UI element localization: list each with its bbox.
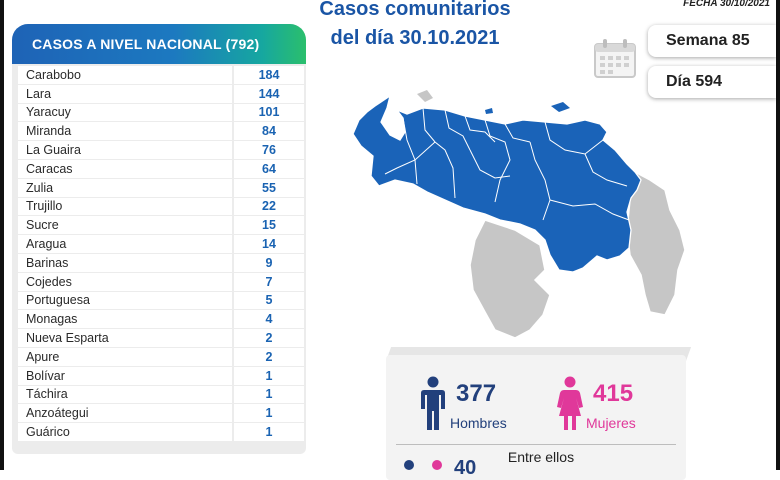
map-amazonas-region (469, 219, 551, 339)
state-cases: 4 (232, 310, 304, 329)
state-row: Zulia 55 (18, 178, 304, 197)
state-row: Apure 2 (18, 347, 304, 366)
state-row: Sucre 15 (18, 216, 304, 235)
title-line-1: Casos comunitarios (319, 0, 511, 20)
state-cases: 1 (232, 385, 304, 404)
state-cases: 22 (232, 197, 304, 216)
state-row: Barinas 9 (18, 253, 304, 272)
state-cases: 14 (232, 235, 304, 253)
state-cases: 2 (232, 347, 304, 366)
state-row: Guárico 1 (18, 423, 304, 441)
venezuela-map (352, 90, 686, 339)
state-row: Portuguesa 5 (18, 291, 304, 310)
week-label: Semana 85 (666, 32, 750, 49)
state-name: Miranda (26, 124, 72, 139)
state-name: Táchira (26, 387, 68, 402)
map-blue-territory (352, 94, 642, 273)
state-cases: 1 (232, 404, 304, 423)
state-cases: 144 (232, 84, 304, 103)
map-bolivar-region (626, 170, 686, 316)
state-cases: 55 (232, 178, 304, 197)
map-small-island (485, 108, 493, 114)
men-count: 377 (456, 380, 497, 407)
state-cases: 7 (232, 272, 304, 291)
state-name: Trujillo (26, 199, 63, 214)
state-row: Nueva Esparta 2 (18, 329, 304, 347)
state-row: Cojedes 7 (18, 272, 304, 291)
gender-divider (396, 444, 676, 445)
date-label: FECHA 30/10/2021 (683, 0, 770, 9)
state-name: Bolívar (26, 368, 65, 383)
state-cases: 184 (232, 66, 304, 84)
right-edge-bar (776, 0, 780, 470)
state-row: Lara 144 (18, 84, 304, 103)
map-margarita-island (551, 102, 570, 112)
state-name: Guárico (26, 425, 70, 440)
calendar-icon (594, 39, 636, 78)
state-cases: 1 (232, 423, 304, 441)
men-label: Hombres (450, 415, 507, 431)
state-cases: 76 (232, 141, 304, 159)
state-name: Lara (26, 86, 52, 101)
state-row: Aragua 14 (18, 235, 304, 253)
state-row: Carabobo 184 (18, 66, 304, 84)
man-icon (421, 376, 445, 430)
state-cases: 84 (232, 122, 304, 141)
state-cases: 15 (232, 216, 304, 235)
among-count: 40 (454, 457, 477, 479)
state-name: Barinas (26, 255, 69, 270)
state-name: Caracas (26, 161, 73, 176)
state-row: Monagas 4 (18, 310, 304, 329)
state-row: Anzoátegui 1 (18, 404, 304, 423)
state-row: Táchira 1 (18, 385, 304, 404)
woman-icon (557, 376, 583, 430)
left-edge-bar (0, 0, 4, 470)
state-row: Caracas 64 (18, 159, 304, 178)
title-line-2: del día 30.10.2021 (330, 27, 500, 49)
state-name: Cojedes (26, 274, 72, 289)
day-label: Día 594 (666, 73, 723, 90)
state-cases: 64 (232, 159, 304, 178)
state-name: Aragua (26, 237, 67, 252)
state-name: Sucre (26, 218, 59, 233)
mini-woman-icon (432, 460, 442, 470)
day-box: Día 594 (648, 66, 776, 98)
state-row: Yaracuy 101 (18, 103, 304, 122)
page-title: Casos comunitarios del día 30.10.2021 (300, 0, 530, 53)
among-label: Entre ellos (507, 449, 575, 465)
mini-man-icon (404, 460, 414, 470)
state-name: Monagas (26, 312, 78, 327)
state-cases-list: Carabobo 184 Lara 144 Yaracuy 101 Miranda 84 La … (18, 66, 304, 442)
week-box: Semana 85 (648, 25, 776, 57)
national-cases-panel: CASOS A NIVEL NACIONAL (792) Carabobo 184… (12, 24, 306, 454)
women-label: Mujeres (586, 415, 636, 431)
state-name: Nueva Esparta (26, 331, 109, 346)
women-count: 415 (593, 380, 634, 407)
state-cases: 9 (232, 253, 304, 272)
state-cases: 101 (232, 103, 304, 122)
state-name: Yaracuy (26, 105, 71, 120)
state-cases: 5 (232, 291, 304, 310)
state-name: Carabobo (26, 67, 81, 82)
map-state-borders (384, 107, 630, 221)
state-name: La Guaira (26, 143, 81, 158)
state-name: Portuguesa (26, 293, 90, 308)
national-cases-header: CASOS A NIVEL NACIONAL (792) (12, 24, 306, 64)
map-western-gray (417, 90, 433, 102)
state-row: Trujillo 22 (18, 197, 304, 216)
state-row: Bolívar 1 (18, 366, 304, 385)
state-name: Zulia (26, 180, 54, 195)
state-name: Anzoátegui (26, 406, 89, 421)
state-cases: 1 (232, 366, 304, 385)
state-row: La Guaira 76 (18, 141, 304, 159)
state-cases: 2 (232, 329, 304, 347)
state-name: Apure (26, 349, 60, 364)
state-row: Miranda 84 (18, 122, 304, 141)
